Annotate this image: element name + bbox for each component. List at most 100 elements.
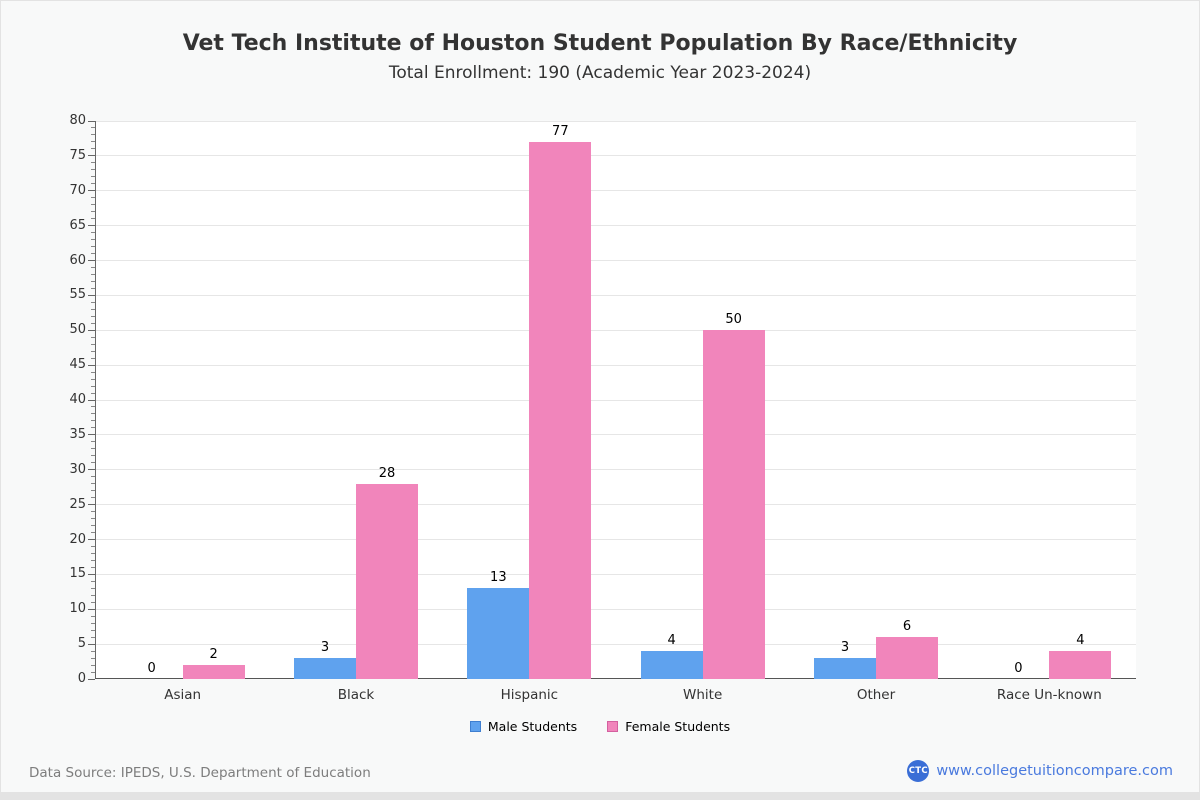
data-source-text: Data Source: IPEDS, U.S. Department of E… bbox=[29, 765, 371, 781]
y-axis-tick bbox=[88, 155, 95, 157]
bar-value-label: 0 bbox=[147, 661, 156, 676]
bar-female-white[interactable] bbox=[702, 330, 765, 679]
bar-value-label: 4 bbox=[1076, 633, 1085, 649]
gridline bbox=[96, 120, 1136, 122]
gridline bbox=[96, 608, 1136, 610]
legend: Male Students Female Students bbox=[1, 714, 1199, 738]
y-axis-minor-tick bbox=[91, 441, 95, 443]
y-axis-minor-tick bbox=[91, 378, 95, 380]
gridline bbox=[96, 155, 1136, 157]
y-axis-minor-tick bbox=[91, 183, 95, 185]
bottom-strip bbox=[1, 792, 1199, 799]
bar-female-black[interactable] bbox=[356, 483, 418, 679]
y-axis-minor-tick bbox=[91, 385, 95, 387]
y-tick-label: 60 bbox=[69, 252, 86, 268]
bar-value-label: 13 bbox=[490, 570, 507, 586]
legend-item-male-students[interactable]: Male Students bbox=[469, 718, 578, 734]
bar-value-label: 0 bbox=[1014, 661, 1023, 676]
y-axis-minor-tick bbox=[91, 664, 95, 666]
legend-swatch-female-students bbox=[607, 720, 619, 732]
x-category-label-other: Other bbox=[856, 687, 896, 703]
y-tick-label: 75 bbox=[69, 147, 86, 163]
y-axis-minor-tick bbox=[91, 253, 95, 255]
y-axis-minor-tick bbox=[91, 204, 95, 206]
legend-item-female-students[interactable]: Female Students bbox=[607, 719, 730, 734]
y-axis-tick bbox=[88, 643, 95, 645]
y-axis-minor-tick bbox=[91, 594, 95, 596]
y-tick-label: 5 bbox=[77, 636, 86, 652]
y-axis-minor-tick bbox=[91, 552, 95, 554]
y-axis-minor-tick bbox=[91, 587, 95, 589]
gridline bbox=[96, 504, 1136, 506]
y-axis-minor-tick bbox=[91, 127, 95, 129]
brand-footer: CTC www.collegetuitioncompare.com bbox=[907, 760, 1173, 782]
y-tick-label: 70 bbox=[69, 182, 86, 198]
chart-title: Vet Tech Institute of Houston Student Po… bbox=[182, 31, 1018, 56]
y-axis-minor-tick bbox=[91, 308, 95, 310]
y-axis-minor-tick bbox=[91, 462, 95, 464]
y-tick-label: 80 bbox=[69, 113, 86, 128]
y-axis-minor-tick bbox=[91, 357, 95, 359]
y-axis-minor-tick bbox=[91, 315, 95, 317]
legend-swatch-male-students bbox=[469, 720, 481, 732]
bar-value-label: 50 bbox=[725, 312, 742, 328]
bar-female-other[interactable] bbox=[876, 637, 938, 679]
y-axis-minor-tick bbox=[91, 559, 95, 561]
bar-value-label: 77 bbox=[552, 123, 569, 139]
y-axis-tick bbox=[88, 608, 95, 610]
gridline bbox=[96, 329, 1136, 331]
y-axis-tick bbox=[88, 294, 95, 296]
bar-male-other[interactable] bbox=[814, 658, 876, 679]
y-axis-tick bbox=[88, 434, 95, 436]
bar-value-label: 2 bbox=[209, 647, 218, 663]
legend-label: Male Students bbox=[487, 718, 578, 734]
y-axis-minor-tick bbox=[91, 427, 95, 429]
y-axis-minor-tick bbox=[91, 420, 95, 422]
y-axis-tick bbox=[88, 120, 95, 122]
y-axis-tick bbox=[88, 539, 95, 540]
y-axis-minor-tick bbox=[91, 650, 95, 652]
y-axis-minor-tick bbox=[91, 601, 95, 603]
y-axis-line bbox=[95, 121, 96, 679]
bar-female-race-un-known[interactable] bbox=[1049, 651, 1112, 679]
y-axis-minor-tick bbox=[91, 169, 95, 171]
y-axis-minor-tick bbox=[91, 336, 95, 338]
y-axis-tick bbox=[88, 329, 95, 331]
legend-label: Female Students bbox=[625, 718, 731, 734]
bar-female-asian[interactable] bbox=[182, 665, 245, 679]
y-axis-minor-tick bbox=[91, 287, 95, 289]
gridline bbox=[96, 434, 1136, 436]
y-tick-label: 55 bbox=[69, 287, 86, 303]
y-axis-minor-tick bbox=[91, 490, 95, 492]
gridline bbox=[96, 294, 1136, 296]
y-tick-label: 35 bbox=[69, 426, 86, 442]
y-tick-label: 40 bbox=[69, 392, 86, 407]
y-axis-minor-tick bbox=[91, 148, 95, 150]
x-axis-line bbox=[95, 678, 1136, 679]
y-axis-minor-tick bbox=[91, 322, 95, 324]
y-axis-tick bbox=[88, 469, 95, 471]
x-category-label-hispanic: Hispanic bbox=[500, 687, 559, 703]
bar-female-hispanic[interactable] bbox=[529, 141, 592, 679]
y-axis-minor-tick bbox=[91, 448, 95, 450]
bar-male-hispanic[interactable] bbox=[467, 588, 530, 679]
y-tick-label: 20 bbox=[69, 531, 86, 547]
y-axis-tick bbox=[88, 678, 95, 680]
y-axis-minor-tick bbox=[91, 141, 95, 143]
gridline bbox=[96, 539, 1136, 540]
y-axis-minor-tick bbox=[91, 566, 95, 568]
bar-male-white[interactable] bbox=[640, 651, 703, 679]
y-tick-label: 50 bbox=[69, 322, 86, 338]
y-tick-label: 25 bbox=[69, 496, 86, 512]
website-link[interactable]: www.collegetuitioncompare.com bbox=[936, 763, 1173, 779]
bar-male-black[interactable] bbox=[294, 658, 356, 679]
y-axis-minor-tick bbox=[91, 622, 95, 624]
gridline bbox=[96, 399, 1136, 401]
y-axis-minor-tick bbox=[91, 232, 95, 234]
y-axis-minor-tick bbox=[91, 211, 95, 213]
y-axis-minor-tick bbox=[91, 246, 95, 248]
y-axis-minor-tick bbox=[91, 218, 95, 220]
ctc-logo[interactable]: CTC bbox=[907, 760, 930, 782]
x-category-label-race-un-known: Race Un-known bbox=[996, 687, 1102, 703]
gridline bbox=[96, 225, 1136, 227]
